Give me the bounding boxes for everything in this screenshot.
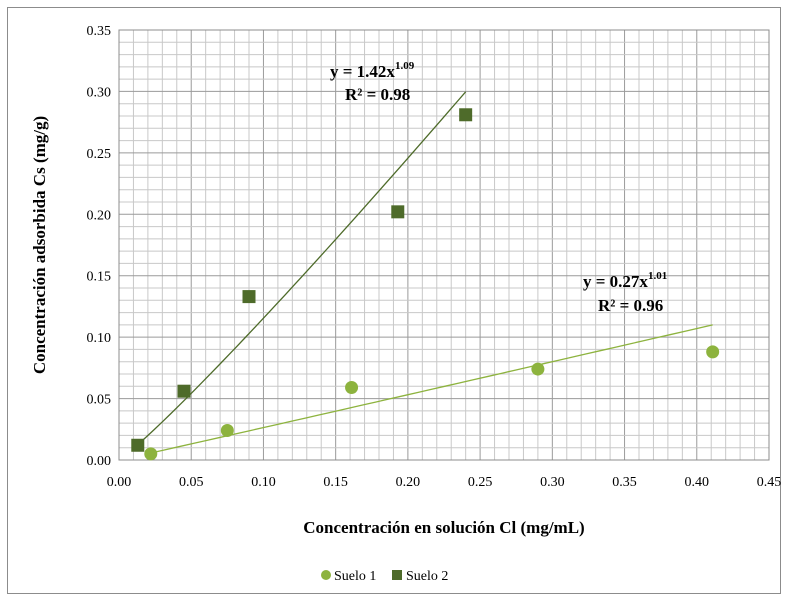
y-tick-label: 0.15 — [87, 270, 112, 285]
legend: Suelo 1 Suelo 2 — [321, 569, 448, 584]
x-tick-label: 0.20 — [396, 475, 421, 490]
point-suelo2 — [459, 108, 473, 122]
point-suelo2 — [131, 438, 145, 452]
data-points — [131, 108, 720, 461]
y-tick-label: 0.35 — [87, 24, 112, 39]
x-tick-labels: 0.00 0.05 0.10 0.15 0.20 0.25 0.30 0.35 0.40 0.45 — [107, 475, 782, 490]
point-suelo2 — [391, 205, 405, 219]
legend-label-suelo2: Suelo 2 — [406, 569, 448, 584]
suelo1-equation-exponent: 1.01 — [648, 270, 667, 282]
x-tick-label: 0.30 — [540, 475, 565, 490]
legend-marker-suelo2 — [392, 570, 402, 580]
x-tick-label: 0.45 — [757, 475, 782, 490]
y-tick-label: 0.30 — [87, 85, 112, 100]
point-suelo1 — [144, 447, 158, 461]
trendlines — [137, 91, 713, 454]
suelo1-r2: R² = 0.96 — [598, 296, 663, 315]
y-tick-label: 0.10 — [87, 331, 112, 346]
trendline-suelo1 — [150, 324, 713, 454]
point-suelo1 — [531, 362, 545, 376]
y-tick-label: 0.05 — [87, 393, 112, 408]
y-tick-label: 0.25 — [87, 147, 112, 162]
legend-marker-suelo1 — [321, 570, 331, 580]
suelo2-r2: R² = 0.98 — [345, 85, 410, 104]
x-tick-label: 0.00 — [107, 475, 132, 490]
y-tick-label: 0.00 — [87, 454, 112, 469]
y-tick-label: 0.20 — [87, 208, 112, 223]
legend-label-suelo1: Suelo 1 — [334, 569, 376, 584]
point-suelo2 — [177, 384, 191, 398]
y-tick-labels: 0.00 0.05 0.10 0.15 0.20 0.25 0.30 0.35 — [87, 24, 112, 469]
x-tick-label: 0.35 — [612, 475, 637, 490]
x-tick-label: 0.10 — [251, 475, 276, 490]
grid — [119, 30, 769, 460]
suelo2-equation-exponent: 1.09 — [395, 60, 415, 72]
point-suelo2 — [242, 290, 256, 304]
trendline-suelo2 — [137, 91, 467, 446]
x-tick-label: 0.25 — [468, 475, 493, 490]
x-tick-label: 0.40 — [685, 475, 710, 490]
plot-area-border — [118, 29, 770, 461]
x-axis-title: Concentración en solución Cl (mg/mL) — [303, 518, 584, 537]
x-tick-label: 0.05 — [179, 475, 204, 490]
y-axis-title: Concentración adsorbida Cs (mg/g) — [30, 116, 49, 374]
point-suelo1 — [345, 381, 359, 395]
point-suelo1 — [220, 424, 234, 438]
suelo1-equation: y = 0.27x1.01 — [583, 270, 667, 291]
suelo2-equation: y = 1.42x1.09 — [330, 60, 415, 81]
point-suelo1 — [706, 345, 720, 359]
x-tick-label: 0.15 — [323, 475, 348, 490]
